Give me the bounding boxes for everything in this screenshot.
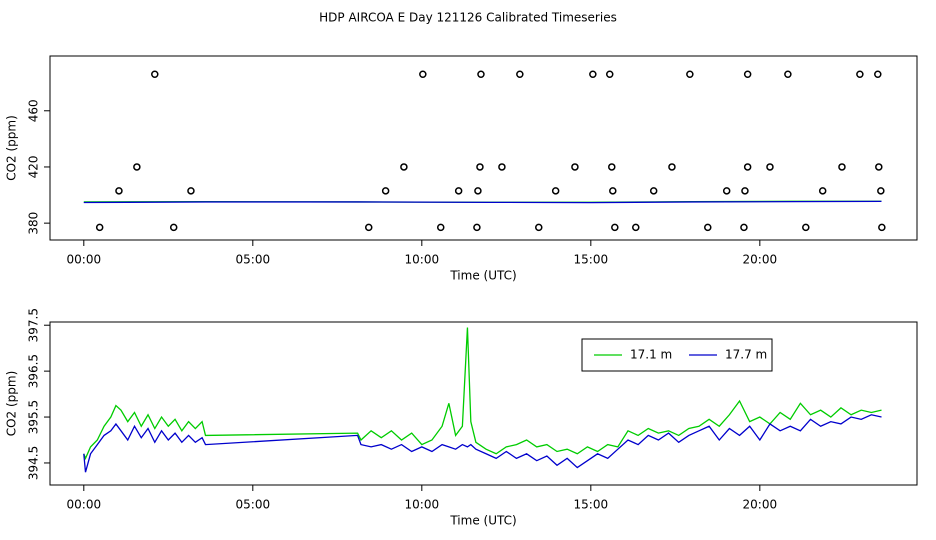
scatter-point [381,187,390,195]
scatter-point [856,70,864,79]
scatter-point [364,223,373,232]
scatter-point [436,223,445,232]
scatter-point [722,187,731,195]
legend-label: 17.1 m [630,348,672,362]
x-tick-label: 05:00 [236,498,271,512]
chart-title: HDP AIRCOA E Day 121126 Calibrated Times… [319,11,617,25]
scatter-point [419,70,427,79]
scatter-point [605,70,614,79]
scatter-point [743,163,752,171]
line-series [83,327,882,461]
legend-label: 17.7 m [725,348,767,362]
line-series [83,200,882,204]
scatter-point [187,187,195,195]
scatter-point [516,70,524,79]
scatter-point [743,70,752,79]
y-tick-label: 380 [27,212,41,235]
scatter-point [474,187,482,195]
scatter-point [95,223,104,232]
x-tick-label: 15:00 [574,253,609,267]
y-axis-label: CO2 (ppm) [5,115,19,181]
scatter-point [609,187,617,195]
scatter-point [476,163,484,171]
scatter-point [686,70,694,79]
scatter-point [766,163,774,171]
x-axis-label: Time (UTC) [449,514,516,528]
y-tick-label: 396.5 [27,354,41,388]
scatter-point [608,163,616,171]
scatter-point [400,163,408,171]
x-tick-label: 00:00 [67,253,102,267]
x-tick-label: 10:00 [405,498,440,512]
scatter-point [133,163,141,171]
y-tick-label: 460 [27,99,41,122]
scatter-point [169,223,178,232]
scatter-point [151,70,159,79]
scatter-point [589,70,597,79]
scatter-point [535,223,543,232]
scatter-point [740,223,748,232]
y-tick-label: 420 [27,156,41,179]
scatter-point [784,70,792,79]
y-tick-label: 394.5 [27,446,41,480]
scatter-point [818,187,827,195]
scatter-point [874,70,882,79]
line-series [83,414,882,473]
scatter-point [611,223,619,232]
scatter-point [454,187,463,195]
scatter-point [877,187,885,195]
x-tick-label: 10:00 [405,253,440,267]
scatter-point [551,187,560,195]
x-tick-label: 20:00 [743,253,778,267]
scatter-point [875,163,883,171]
scatter-point [741,187,749,195]
scatter-point [878,223,886,232]
scatter-point [473,223,481,232]
x-axis-label: Time (UTC) [449,269,516,283]
plot-frame [49,321,918,486]
scatter-point [649,187,658,195]
y-axis-label: CO2 (ppm) [5,371,19,437]
x-tick-label: 20:00 [743,498,778,512]
scatter-point [704,223,712,232]
scatter-point [115,187,123,195]
x-tick-label: 15:00 [574,498,609,512]
scatter-point [498,163,506,171]
y-tick-label: 397.5 [27,308,41,342]
y-tick-label: 395.5 [27,400,41,434]
scatter-point [632,223,640,232]
scatter-point [477,70,485,79]
scatter-point [571,163,579,171]
scatter-point [802,223,810,232]
plot-frame [49,55,918,241]
x-tick-label: 00:00 [67,498,102,512]
x-tick-label: 05:00 [236,253,271,267]
scatter-point [668,163,676,171]
scatter-point [838,163,846,171]
